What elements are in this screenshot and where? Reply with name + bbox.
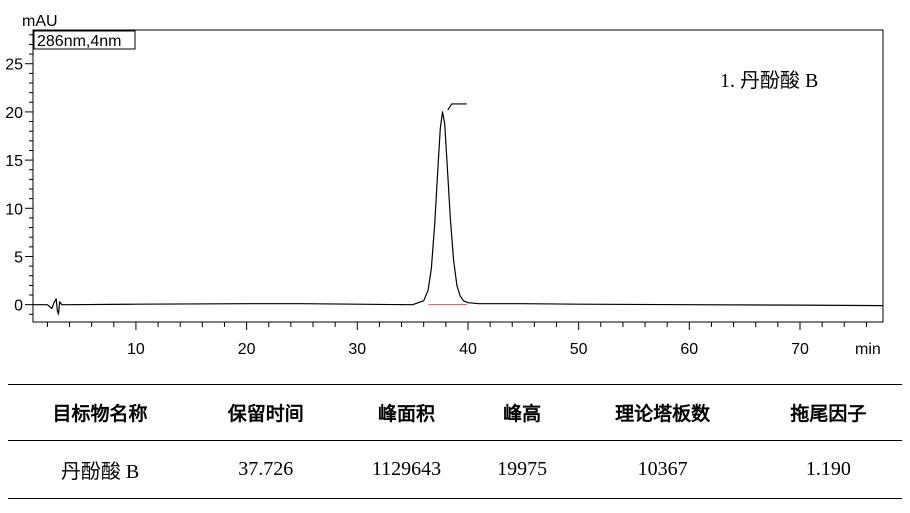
axes: 10 20 30 40 50 60 70 0 5 10 15 20 25 [5, 34, 867, 358]
channel-label-box [33, 30, 136, 50]
peak-annotation: 1. 丹酚酸 B [720, 69, 818, 92]
column-header: 峰面积 [339, 384, 474, 441]
column-header: 峰高 [473, 384, 571, 441]
x-tick-label: 60 [680, 341, 698, 358]
x-tick-label: 40 [459, 341, 477, 358]
y-tick-label: 15 [5, 153, 23, 170]
chromatogram-trace [33, 111, 884, 315]
table-body: 丹酚酸 B 37.726 1129643 19975 10367 1.190 [8, 440, 902, 499]
x-tick-label: 30 [348, 341, 366, 358]
table-cell: 37.726 [192, 440, 340, 499]
x-tick-label: 20 [238, 341, 256, 358]
table-cell: 10367 [570, 440, 755, 499]
column-header: 理论塔板数 [570, 384, 755, 441]
y-tick-label: 5 [14, 249, 23, 266]
y-tick-label: 10 [5, 201, 23, 218]
x-tick-label: 50 [570, 341, 588, 358]
plot-lines [33, 103, 884, 315]
column-header: 目标物名称 [8, 384, 193, 441]
peak-marker [447, 103, 467, 111]
table-row: 丹酚酸 B 37.726 1129643 19975 10367 1.190 [8, 440, 902, 499]
x-axis-label: min [855, 341, 881, 358]
chromatogram-chart: 10 20 30 40 50 60 70 0 5 10 15 20 25 mAU min 286nm,4… [5, 13, 884, 358]
results-table: 目标物名称 保留时间 峰面积 峰高 理论塔板数 拖尾因子 丹酚酸 B 37.726 11296… [8, 384, 902, 499]
y-axis-label: mAU [22, 13, 58, 30]
y-tick-label: 0 [14, 298, 23, 315]
channel-label: 286nm,4nm [37, 33, 122, 50]
column-header: 拖尾因子 [754, 384, 902, 441]
table-cell: 丹酚酸 B [8, 440, 193, 499]
plot-frame [32, 29, 884, 323]
table-cell: 19975 [473, 440, 571, 499]
x-tick-label: 70 [791, 341, 809, 358]
table-header-row: 目标物名称 保留时间 峰面积 峰高 理论塔板数 拖尾因子 [8, 384, 902, 441]
table-cell: 1129643 [339, 440, 474, 499]
table-cell: 1.190 [754, 440, 902, 499]
column-header: 保留时间 [192, 384, 340, 441]
y-tick-label: 20 [5, 105, 23, 122]
x-tick-label: 10 [127, 341, 145, 358]
y-tick-label: 25 [5, 57, 23, 74]
